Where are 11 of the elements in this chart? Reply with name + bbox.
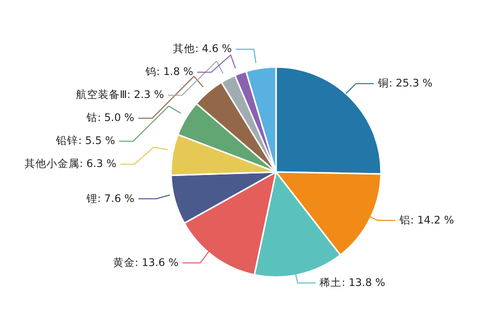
- slice-label: 铝: 14.2 %: [398, 214, 454, 226]
- slice-label: 钨: 1.8 %: [144, 66, 194, 78]
- slice-label: 稀土: 13.8 %: [320, 276, 386, 289]
- slice-label: 铅锌: 5.5 %: [55, 134, 116, 148]
- slice-label: 锂: 7.6 %: [85, 192, 134, 205]
- slice-label: 黄金: 13.6 %: [112, 256, 178, 269]
- slice-label: 航空装备Ⅲ: 2.3 %: [76, 88, 164, 102]
- slice-label: 其他小金属: 6.3 %: [24, 157, 116, 170]
- slice-label: 铜: 25.3 %: [376, 78, 433, 90]
- slice-label: 钴: 5.0 %: [85, 112, 134, 124]
- slice-label: 其他: 4.6 %: [172, 42, 232, 56]
